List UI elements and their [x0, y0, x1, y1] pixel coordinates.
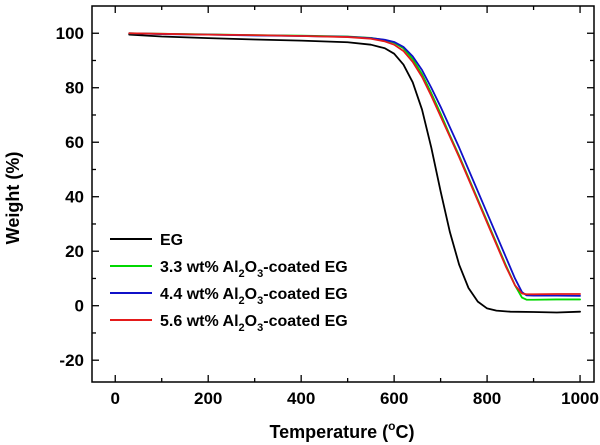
- y-tick-label: 40: [65, 188, 84, 207]
- y-tick-label: -20: [59, 351, 84, 370]
- y-axis-title: Weight (%): [3, 152, 23, 245]
- x-tick-label: 400: [287, 389, 315, 408]
- axes-layer: 0 200 400 600 800 1000 -20 0 20 40 60 80 100: [56, 5, 599, 408]
- y-tick-label: 20: [65, 242, 84, 261]
- x-axis-title: Temperature (oC): [269, 419, 414, 442]
- series-layer: [128, 32, 581, 314]
- legend: EG 3.3 wt% Al2O3-coated EG 4.4 wt% Al2O3-c…: [110, 232, 348, 334]
- y-tick-label: 100: [56, 24, 84, 43]
- y-tick-label: 60: [65, 133, 84, 152]
- x-tick-label: 800: [473, 389, 501, 408]
- plot-frame: [91, 5, 595, 383]
- legend-label-1: EG: [160, 232, 183, 249]
- legend-label-2: 3.3 wt% Al2O3-coated EG: [160, 259, 348, 280]
- x-tick-label: 0: [111, 389, 120, 408]
- y-tick-label: 0: [75, 297, 84, 316]
- series-line-1: [128, 33, 581, 314]
- legend-label-4: 5.6 wt% Al2O3-coated EG: [160, 313, 348, 334]
- legend-label-3: 4.4 wt% Al2O3-coated EG: [160, 286, 348, 307]
- y-tick-label: 80: [65, 79, 84, 98]
- x-tick-label: 600: [380, 389, 408, 408]
- series-line-4: [128, 32, 581, 296]
- x-tick-label: 1000: [561, 389, 599, 408]
- x-tick-label: 200: [194, 389, 222, 408]
